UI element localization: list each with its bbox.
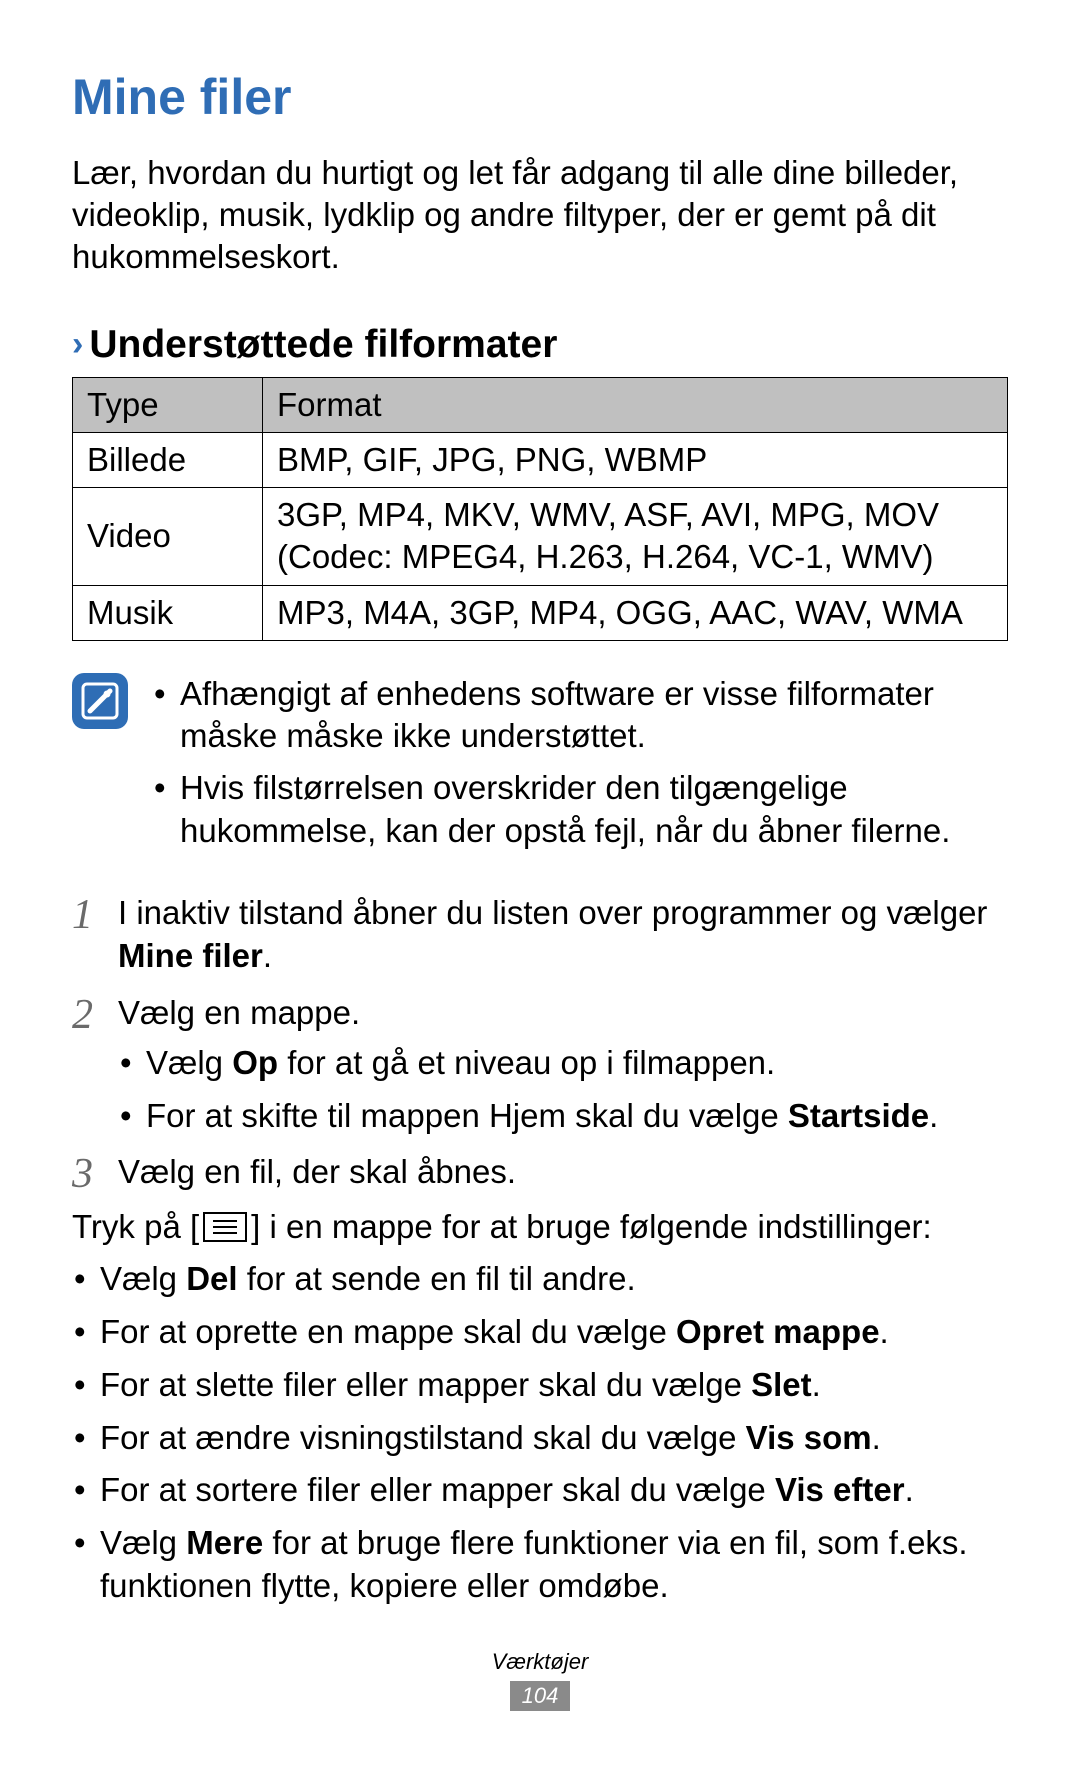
subheading: Understøttede filformater [89, 323, 557, 367]
menu-instruction: Tryk på [ ] i en mappe for at bruge følg… [72, 1208, 1008, 1246]
opt-bold: Opret mappe [676, 1313, 880, 1350]
td-type: Video [73, 488, 263, 585]
td-type: Musik [73, 585, 263, 640]
option-item: Vælg Mere for at bruge flere funktioner … [72, 1522, 1008, 1608]
note-item: Hvis filstørrelsen overskrider den tilgæ… [152, 767, 1008, 851]
footer-section-label: Værktøjer [0, 1649, 1080, 1675]
opt-text: For at oprette en mappe skal du vælge [100, 1313, 676, 1350]
note-icon [72, 673, 128, 729]
formats-table: Type Format Billede BMP, GIF, JPG, PNG, … [72, 377, 1008, 641]
step-bold: Mine filer [118, 937, 263, 974]
option-item: For at slette filer eller mapper skal du… [72, 1364, 1008, 1407]
step-text: I inaktiv tilstand åbner du listen over … [118, 894, 987, 931]
table-row: Video 3GP, MP4, MKV, WMV, ASF, AVI, MPG,… [73, 488, 1008, 585]
option-item: Vælg Del for at sende en fil til andre. [72, 1258, 1008, 1301]
sub-bold: Startside [788, 1097, 929, 1134]
opt-text: for at sende en fil til andre. [238, 1260, 636, 1297]
menu-key-icon [203, 1212, 247, 1242]
opt-bold: Vis efter [775, 1471, 905, 1508]
td-format: MP3, M4A, 3GP, MP4, OGG, AAC, WAV, WMA [263, 585, 1008, 640]
steps-list: I inaktiv tilstand åbner du listen over … [72, 892, 1008, 1194]
opt-bold: Slet [751, 1366, 812, 1403]
menu-text-pre: Tryk på [ [72, 1208, 199, 1246]
sub-text: For at skifte til mappen Hjem skal du væ… [146, 1097, 788, 1134]
opt-text: For at slette filer eller mapper skal du… [100, 1366, 751, 1403]
th-type: Type [73, 377, 263, 432]
option-item: For at ændre visningstilstand skal du væ… [72, 1417, 1008, 1460]
page-title: Mine filer [72, 68, 1008, 126]
step-item: Vælg en mappe. Vælg Op for at gå et nive… [72, 992, 1008, 1137]
th-format: Format [263, 377, 1008, 432]
table-row: Billede BMP, GIF, JPG, PNG, WBMP [73, 432, 1008, 487]
step-text: Vælg en mappe. [118, 994, 360, 1031]
step-item: I inaktiv tilstand åbner du listen over … [72, 892, 1008, 978]
menu-text-post: ] i en mappe for at bruge følgende indst… [251, 1208, 932, 1246]
note-block: Afhængigt af enhedens software er visse … [72, 673, 1008, 862]
opt-bold: Del [186, 1260, 237, 1297]
sub-text: . [929, 1097, 938, 1134]
opt-text: Vælg [100, 1524, 186, 1561]
step-text: . [263, 937, 272, 974]
option-item: For at sortere filer eller mapper skal d… [72, 1469, 1008, 1512]
document-page: Mine filer Lær, hvordan du hurtigt og le… [0, 0, 1080, 1771]
opt-text: For at sortere filer eller mapper skal d… [100, 1471, 775, 1508]
opt-text: For at ændre visningstilstand skal du væ… [100, 1419, 746, 1456]
sub-bold: Op [232, 1044, 278, 1081]
options-list: Vælg Del for at sende en fil til andre. … [72, 1258, 1008, 1608]
subheading-row: › Understøttede filformater [72, 323, 1008, 367]
intro-paragraph: Lær, hvordan du hurtigt og let får adgan… [72, 152, 1008, 279]
page-footer: Værktøjer 104 [0, 1649, 1080, 1711]
note-item: Afhængigt af enhedens software er visse … [152, 673, 1008, 757]
sub-list: Vælg Op for at gå et niveau op i filmapp… [118, 1042, 1008, 1136]
td-format: BMP, GIF, JPG, PNG, WBMP [263, 432, 1008, 487]
opt-text: . [812, 1366, 821, 1403]
step-text: Vælg en fil, der skal åbnes. [118, 1153, 516, 1190]
sub-text: Vælg [146, 1044, 232, 1081]
opt-text: . [880, 1313, 889, 1350]
table-row: Musik MP3, M4A, 3GP, MP4, OGG, AAC, WAV,… [73, 585, 1008, 640]
opt-bold: Vis som [746, 1419, 872, 1456]
step-item: Vælg en fil, der skal åbnes. [72, 1151, 1008, 1194]
opt-text: . [872, 1419, 881, 1456]
sub-item: For at skifte til mappen Hjem skal du væ… [118, 1095, 1008, 1137]
table-header-row: Type Format [73, 377, 1008, 432]
opt-bold: Mere [186, 1524, 263, 1561]
sub-text: for at gå et niveau op i filmappen. [278, 1044, 775, 1081]
sub-item: Vælg Op for at gå et niveau op i filmapp… [118, 1042, 1008, 1084]
page-number: 104 [510, 1681, 571, 1711]
option-item: For at oprette en mappe skal du vælge Op… [72, 1311, 1008, 1354]
chevron-right-icon: › [72, 325, 83, 364]
td-format: 3GP, MP4, MKV, WMV, ASF, AVI, MPG, MOV (… [263, 488, 1008, 585]
opt-text: Vælg [100, 1260, 186, 1297]
opt-text: . [905, 1471, 914, 1508]
td-type: Billede [73, 432, 263, 487]
note-list: Afhængigt af enhedens software er visse … [152, 673, 1008, 862]
